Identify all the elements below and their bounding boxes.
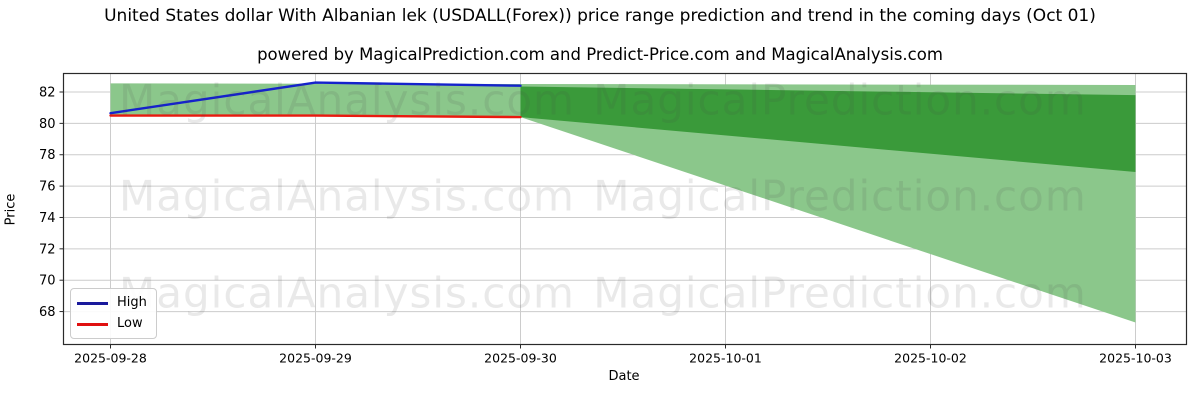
y-tick-label: 80 [39,117,56,132]
x-tick-label: 2025-09-30 [484,351,557,366]
legend-label: Low [117,316,143,331]
legend-label: High [117,295,147,310]
x-tick-label: 2025-10-01 [689,351,762,366]
x-tick-label: 2025-09-28 [74,351,147,366]
chart-subtitle: powered by MagicalPrediction.com and Pre… [257,45,943,64]
series-high-line [109,81,522,115]
y-tick-label: 76 [39,180,56,195]
band-inner-prediction-range [520,86,1136,172]
plot-border [62,72,1188,346]
legend-item-low: Low [77,317,147,331]
x-tick-label: 2025-10-02 [894,351,967,366]
x-tick-label: 2025-09-29 [279,351,352,366]
y-tick-label: 82 [39,86,56,101]
x-tick-label: 2025-10-03 [1099,351,1172,366]
y-tick-label: 72 [39,242,56,257]
series-low-line [109,114,522,119]
x-axis-label: Date [608,369,640,384]
y-tick-label: 74 [39,211,56,226]
legend-item-high: High [77,296,147,310]
y-tick-label: 70 [39,274,56,289]
y-tick-label: 78 [39,148,56,163]
legend-line-high [77,301,108,305]
legend: High Low [70,288,157,339]
y-tick-label: 68 [39,305,56,320]
y-axis-label: Price [3,193,19,226]
chart-title: United States dollar With Albanian lek (… [104,6,1096,26]
legend-line-low [77,322,108,326]
